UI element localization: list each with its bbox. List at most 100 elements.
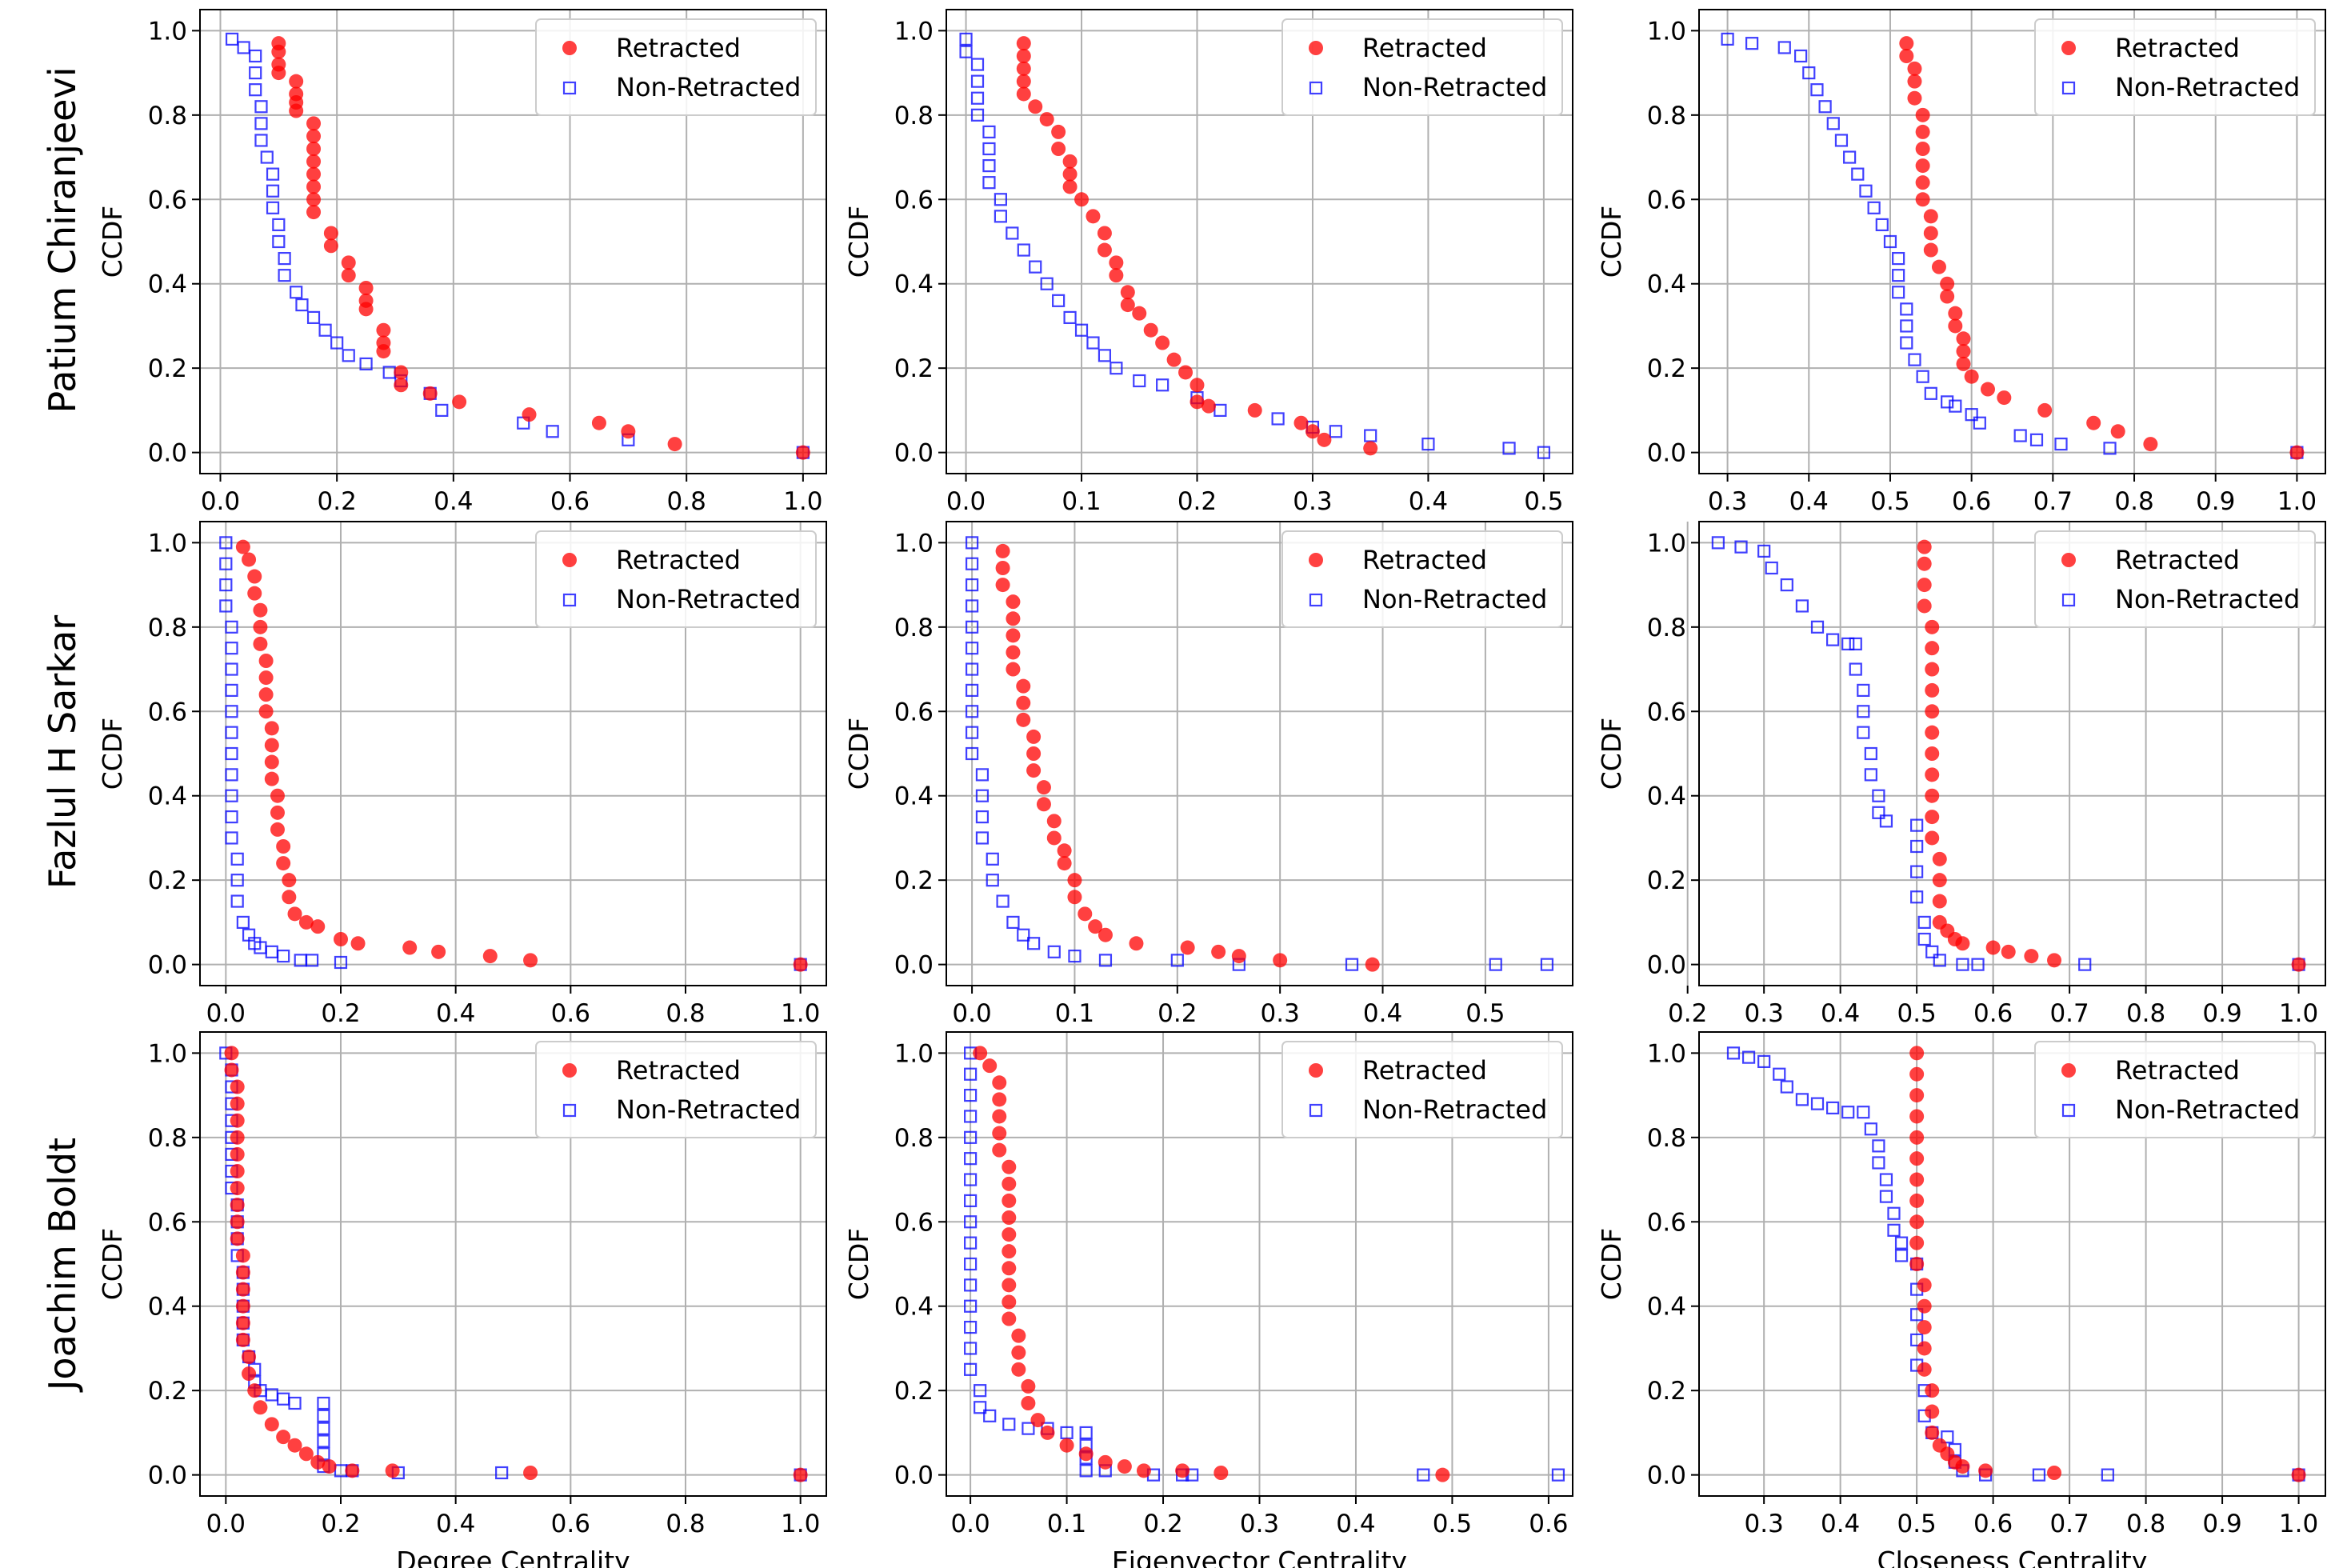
non-retracted-point <box>318 323 332 337</box>
x-tick-label: 0.8 <box>667 487 706 516</box>
retracted-point <box>1925 641 1940 656</box>
retracted-point <box>1925 767 1940 782</box>
non-retracted-point <box>965 599 979 613</box>
axes-frame <box>1698 9 2326 474</box>
non-retracted-point <box>277 1392 290 1406</box>
retracted-point <box>992 1142 1007 1158</box>
non-retracted-point <box>225 726 238 739</box>
x-tick-label: 0.4 <box>434 487 473 516</box>
retracted-point <box>2024 949 2039 964</box>
retracted-point <box>1909 1109 1925 1124</box>
legend-box <box>2034 1041 2316 1138</box>
retracted-point <box>1026 763 1042 778</box>
non-retracted-point <box>959 32 973 46</box>
non-retracted-point <box>266 184 280 198</box>
retracted-point <box>1036 797 1051 812</box>
non-retracted-point <box>1857 1106 1870 1119</box>
legend-non-retracted-marker <box>1309 81 1323 95</box>
retracted-point <box>2291 1467 2306 1482</box>
non-retracted-point <box>1156 378 1170 392</box>
non-retracted-point <box>975 810 990 824</box>
x-tick-label: 0.8 <box>2114 487 2153 516</box>
non-retracted-point <box>1502 442 1516 455</box>
y-tick-label: 0.6 <box>1647 698 1686 726</box>
non-retracted-point <box>965 578 979 592</box>
non-retracted-point <box>1973 416 1986 430</box>
retracted-point <box>1932 894 1947 909</box>
retracted-point <box>235 1282 250 1297</box>
retracted-point <box>1305 424 1320 439</box>
legend-non-retracted-marker <box>2061 81 2076 95</box>
retracted-point <box>1180 940 1195 955</box>
retracted-point <box>1925 1383 1940 1398</box>
non-retracted-point <box>225 642 238 655</box>
x-axis-label: Degree Centrality <box>396 1546 630 1568</box>
retracted-point <box>1925 788 1940 803</box>
x-tick-label: 1.0 <box>781 999 820 1028</box>
y-tick-label: 0.4 <box>148 270 187 299</box>
y-tick-label: 0.0 <box>148 951 187 980</box>
legend-retracted-marker <box>2061 553 2076 567</box>
retracted-point <box>1002 1294 1017 1310</box>
non-retracted-point <box>260 150 274 164</box>
retracted-point <box>247 586 262 601</box>
x-tick-label: 0.1 <box>1047 1510 1086 1538</box>
non-retracted-point <box>1721 32 1734 46</box>
non-retracted-point <box>1864 746 1877 761</box>
retracted-point <box>1016 695 1031 710</box>
non-retracted-point <box>1900 302 1913 316</box>
non-retracted-point <box>1857 726 1870 739</box>
row-title-patium-chiranjeevi: Patium Chiranjeevi <box>41 67 84 414</box>
non-retracted-point <box>219 599 233 613</box>
retracted-point <box>523 1466 538 1480</box>
retracted-point <box>1925 704 1940 719</box>
retracted-point <box>230 1079 245 1094</box>
y-tick-label: 0.8 <box>148 614 187 642</box>
row-title-fazlul-h-sarkar: Fazlul H Sarkar <box>41 615 84 889</box>
non-retracted-point <box>1843 150 1857 164</box>
legend-box <box>2034 18 2316 116</box>
non-retracted-point <box>959 45 973 58</box>
retracted-point <box>1917 556 1932 571</box>
y-tick-label: 0.8 <box>148 1124 187 1153</box>
non-retracted-point <box>1857 705 1870 718</box>
y-tick-label: 0.2 <box>1647 866 1686 895</box>
y-tick-label: 0.8 <box>148 102 187 130</box>
legend-non-retracted-label: Non-Retracted <box>616 1094 801 1125</box>
y-tick-label: 0.2 <box>148 1377 187 1406</box>
x-tick-label: 1.0 <box>2279 999 2318 1028</box>
non-retracted-point <box>342 349 355 362</box>
non-retracted-point <box>1872 1139 1885 1153</box>
y-tick-label: 1.0 <box>148 17 187 46</box>
y-axis-label: CCDF <box>843 1228 874 1300</box>
y-tick-label: 0.2 <box>1647 1377 1686 1406</box>
legend-non-retracted-label: Non-Retracted <box>1362 72 1547 102</box>
legend-box <box>1281 18 1563 116</box>
non-retracted-point <box>1029 260 1042 274</box>
non-retracted-point <box>964 1110 978 1123</box>
non-retracted-point <box>254 117 268 130</box>
retracted-point <box>1909 1172 1925 1187</box>
legend-non-retracted-marker <box>562 593 577 607</box>
retracted-point <box>1948 306 1963 321</box>
retracted-point <box>1006 628 1021 643</box>
non-retracted-point <box>334 955 348 970</box>
x-tick-label: 0.9 <box>2202 999 2241 1028</box>
retracted-point <box>306 179 322 194</box>
non-retracted-point <box>1421 437 1435 451</box>
retracted-point <box>793 957 808 972</box>
non-retracted-point <box>1857 683 1870 698</box>
retracted-point <box>1046 830 1062 846</box>
x-tick-label: 0.4 <box>1409 487 1448 516</box>
retracted-point <box>1051 142 1066 156</box>
retracted-point <box>1088 919 1103 934</box>
non-retracted-point <box>1810 1097 1825 1110</box>
y-tick-label: 0.8 <box>894 614 934 642</box>
legend-retracted-label: Retracted <box>1362 1055 1487 1086</box>
non-retracted-point <box>970 58 985 71</box>
non-retracted-point <box>1047 945 1061 958</box>
retracted-point <box>264 754 279 770</box>
retracted-point <box>306 116 322 131</box>
retracted-point <box>253 1400 268 1415</box>
retracted-point <box>310 1454 326 1470</box>
